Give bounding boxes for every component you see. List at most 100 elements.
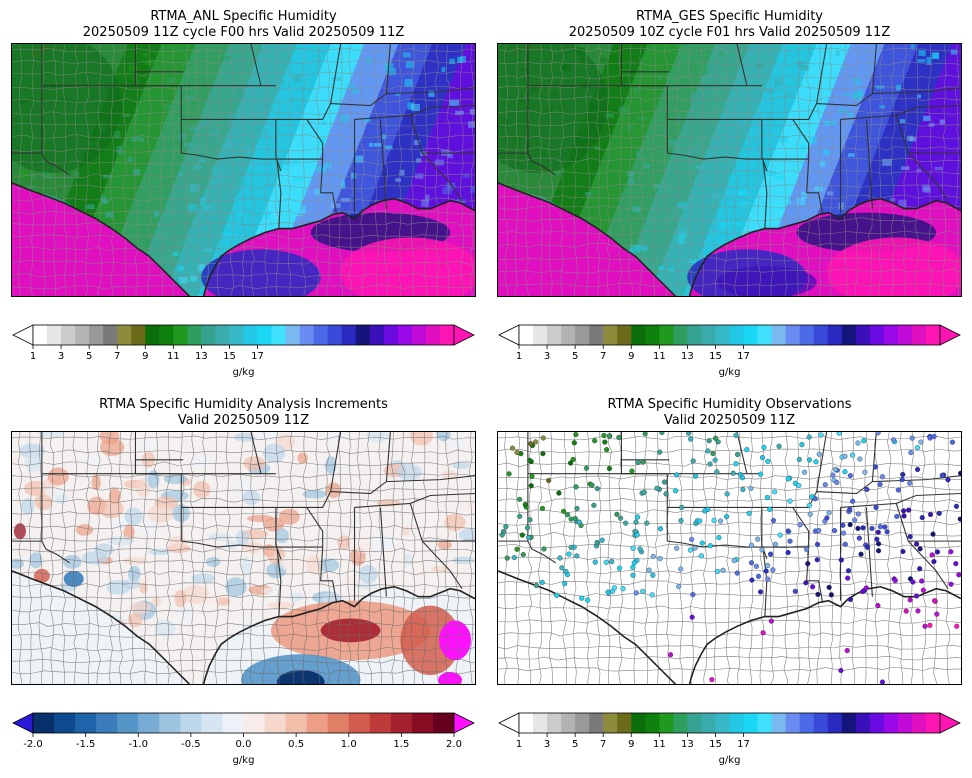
obs-station xyxy=(815,591,821,597)
obs-station xyxy=(583,465,590,471)
inc-patch-33 xyxy=(84,455,100,465)
obs-station xyxy=(649,592,655,598)
obs-station xyxy=(764,494,771,501)
texture-cell-14 xyxy=(687,259,697,264)
colorbar-tick-label: 17 xyxy=(737,739,750,750)
colorbar-swatch xyxy=(603,325,618,345)
colorbar-swatch xyxy=(743,325,759,345)
obs-station xyxy=(884,529,890,535)
obs-station xyxy=(816,451,822,457)
colorbar-extend-low xyxy=(498,712,520,734)
obs-station xyxy=(873,504,879,510)
texture-cell-13 xyxy=(666,73,671,80)
inc-patch-158 xyxy=(275,528,289,544)
coastline xyxy=(498,570,961,684)
obs-station xyxy=(574,553,580,559)
inc-patch-76 xyxy=(323,432,348,442)
colorbar-swatch xyxy=(425,325,441,345)
obs-station xyxy=(604,447,610,453)
obs-station xyxy=(806,434,812,440)
obs-station xyxy=(801,469,808,475)
texture-cell-76 xyxy=(188,204,198,212)
county-grid xyxy=(498,432,961,684)
obs-station xyxy=(657,556,663,562)
texture-cell-136 xyxy=(407,102,415,110)
texture-cell-141 xyxy=(923,115,931,122)
texture-cell-119 xyxy=(199,197,206,206)
texture-cell-27 xyxy=(233,198,243,205)
obs-station xyxy=(890,437,897,443)
texture-cell-55 xyxy=(814,185,823,192)
inc-patch-103 xyxy=(190,456,212,468)
obs-station xyxy=(594,486,600,492)
obs-station xyxy=(746,510,752,516)
obs-station xyxy=(918,439,924,445)
obs-station xyxy=(533,582,539,589)
texture-cell-179 xyxy=(658,266,664,271)
colorbar-swatch xyxy=(925,713,941,733)
texture-cell-78 xyxy=(365,118,371,123)
texture-cell-15 xyxy=(926,56,932,65)
colorbar-swatch xyxy=(533,713,548,733)
obs-station xyxy=(903,608,909,614)
colorbar-tick-label: 0.0 xyxy=(236,739,252,750)
colorbar-swatch xyxy=(883,325,899,345)
state-border-21 xyxy=(385,432,391,482)
obs-station xyxy=(875,529,881,535)
obs-station xyxy=(954,623,960,629)
obs-station xyxy=(592,559,598,565)
texture-cell-103 xyxy=(178,172,183,177)
texture-cell-139 xyxy=(764,88,775,94)
obs-station xyxy=(755,536,761,542)
map-geography xyxy=(12,44,475,296)
texture-cell-39 xyxy=(267,121,276,125)
texture-cell-175 xyxy=(950,49,958,55)
state-border-12 xyxy=(275,103,332,120)
state-borders xyxy=(498,44,961,229)
inc-patch-118 xyxy=(216,597,231,606)
obs-station xyxy=(688,436,694,442)
colorbar-tick-label: 1 xyxy=(30,351,36,362)
state-border-20 xyxy=(330,432,342,492)
obs-station xyxy=(678,518,684,524)
obs-station xyxy=(842,469,848,475)
inc-patch-41 xyxy=(442,470,457,480)
texture-cell-87 xyxy=(153,211,160,217)
obs-station xyxy=(818,432,824,438)
colorbar-tick-label: 0.5 xyxy=(288,739,304,750)
texture-cell-68 xyxy=(442,187,452,195)
state-border-5 xyxy=(620,459,670,474)
colorbar-swatch xyxy=(222,713,244,733)
inc-patch-63 xyxy=(444,513,466,531)
colorbar-swatch xyxy=(631,713,646,733)
obs-station xyxy=(642,432,648,437)
obs-station xyxy=(785,528,791,534)
inc-patch-144 xyxy=(130,601,151,615)
texture-cell-188 xyxy=(202,121,210,127)
obs-station xyxy=(614,511,620,517)
panel-title-inc: RTMA Specific Humidity Analysis Incremen… xyxy=(11,397,476,429)
colorbar-swatch xyxy=(432,713,455,733)
texture-cell-79 xyxy=(909,136,917,142)
obs-station xyxy=(847,522,853,528)
obs-station xyxy=(517,513,523,519)
state-border-8 xyxy=(181,152,277,160)
obs-station xyxy=(519,532,525,538)
obs-station xyxy=(563,568,569,575)
texture-cell-91 xyxy=(340,114,349,123)
colorbar-tick-label: 13 xyxy=(681,739,694,750)
obs-station xyxy=(877,481,883,488)
obs-station xyxy=(806,457,813,463)
texture-cell-200 xyxy=(441,67,446,73)
obs-station xyxy=(689,614,695,620)
texture-cell-164 xyxy=(611,47,617,52)
obs-station xyxy=(879,679,886,684)
dry-region-nw xyxy=(498,44,608,173)
obs-station xyxy=(667,652,674,658)
obs-station xyxy=(856,535,862,541)
obs-station xyxy=(767,506,773,512)
colorbar-swatch xyxy=(589,325,604,345)
inc-west-positive xyxy=(13,523,26,540)
texture-cell-49 xyxy=(234,88,241,96)
obs-station xyxy=(836,432,842,436)
